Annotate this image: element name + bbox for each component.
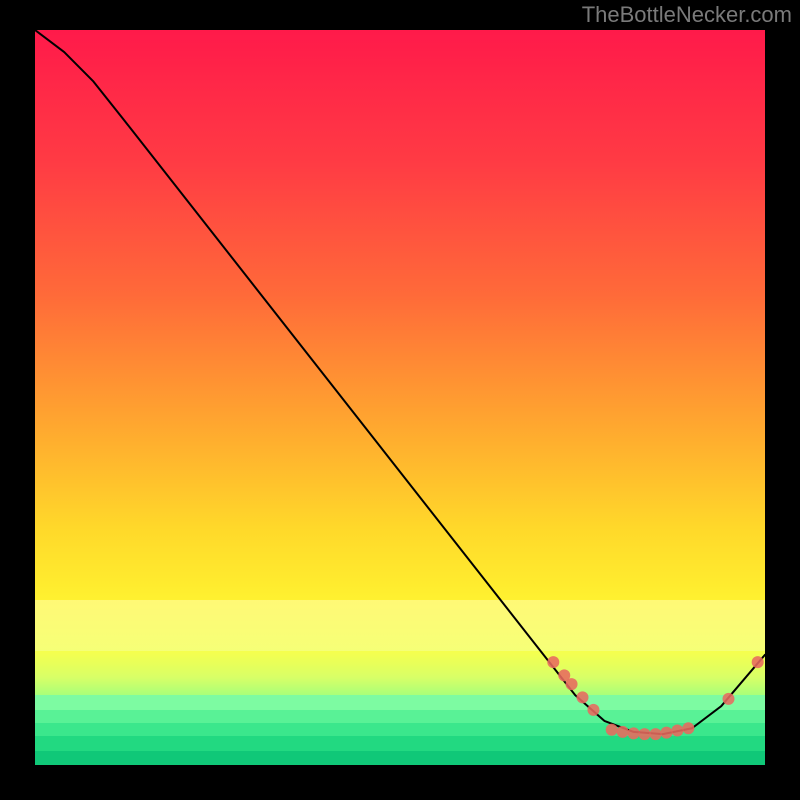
data-marker [639, 728, 651, 740]
data-marker [660, 727, 672, 739]
data-marker [617, 726, 629, 738]
data-marker [752, 656, 764, 668]
data-marker [723, 693, 735, 705]
chart-svg [35, 30, 765, 765]
data-marker [682, 722, 694, 734]
data-marker [587, 704, 599, 716]
data-marker [671, 724, 683, 736]
data-marker [628, 727, 640, 739]
data-marker [547, 656, 559, 668]
data-marker [566, 678, 578, 690]
bottleneck-curve [35, 30, 765, 734]
plot-area [35, 30, 765, 765]
data-marker [606, 724, 618, 736]
data-marker [650, 728, 662, 740]
watermark-text: TheBottleNecker.com [582, 2, 792, 28]
data-marker [577, 691, 589, 703]
